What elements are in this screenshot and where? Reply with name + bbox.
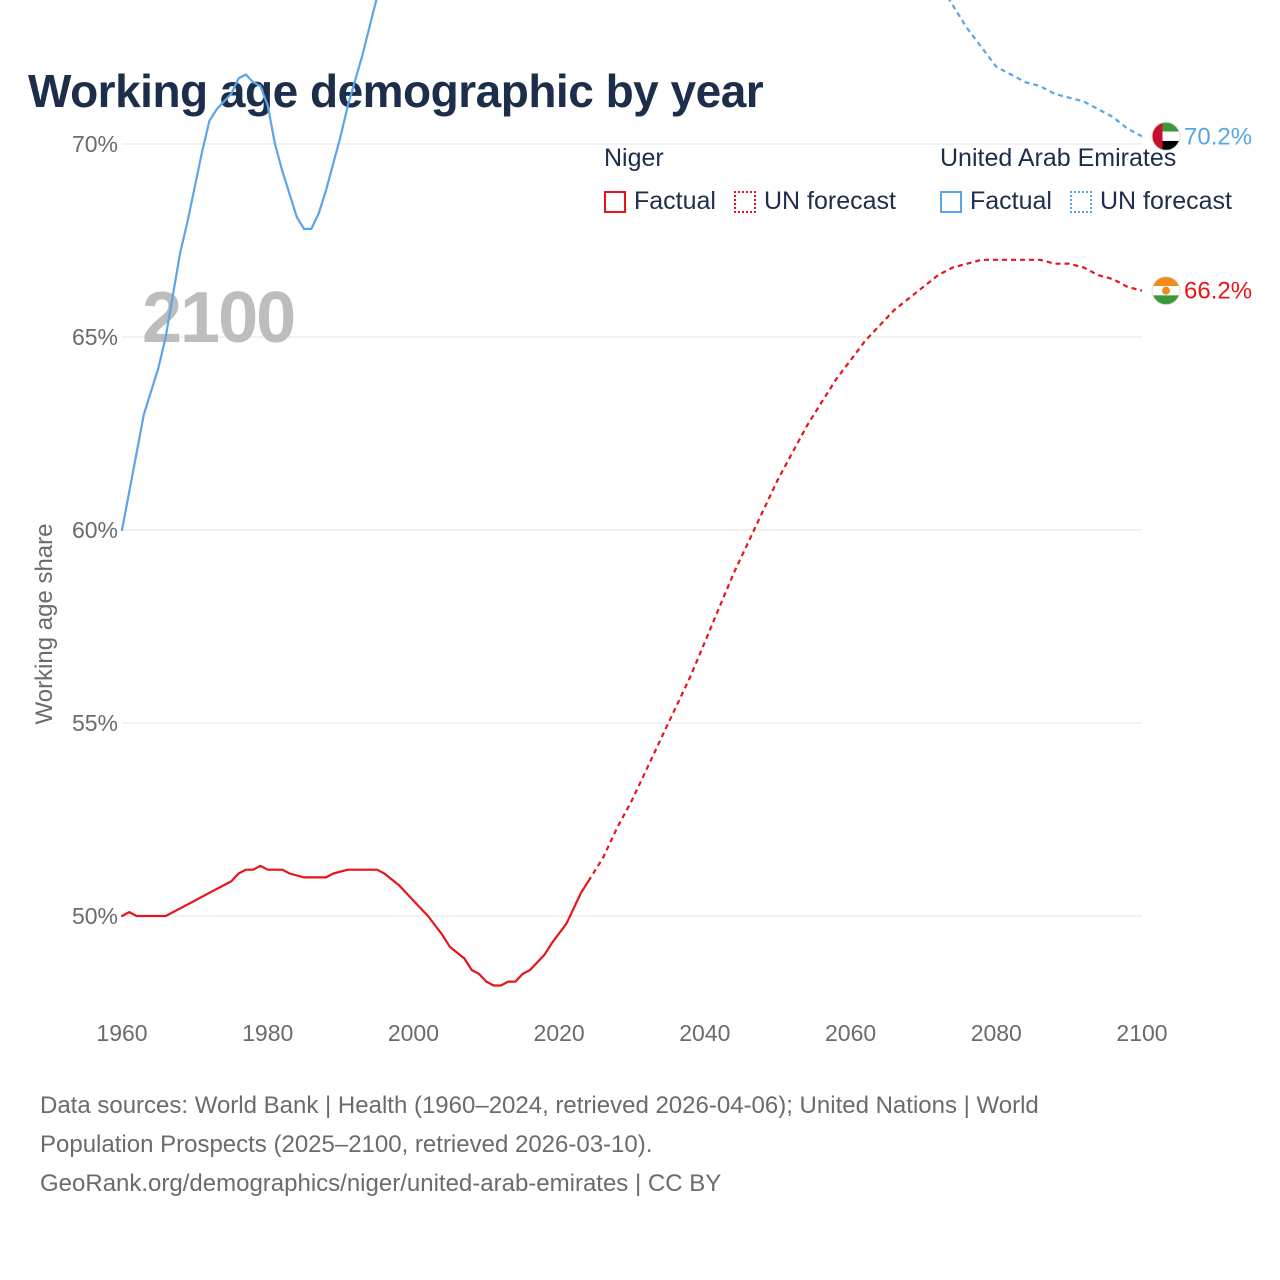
sources-line-1: Data sources: World Bank | Health (1960–… bbox=[40, 1092, 1039, 1119]
legend-niger-name: Niger bbox=[604, 144, 664, 172]
flag-niger-icon bbox=[1152, 276, 1180, 305]
legend-niger-factual-swatch bbox=[604, 190, 626, 213]
legend-niger-forecast[interactable]: UN forecast bbox=[733, 187, 896, 216]
x-tick-label: 2080 bbox=[971, 1020, 1022, 1046]
series-lines bbox=[120, 0, 1143, 987]
y-axis-ticks: 50%55%60%65%70%75%80% bbox=[72, 131, 118, 929]
x-tick-label: 2040 bbox=[679, 1020, 730, 1046]
legend-group-uae: United Arab Emirates Factual UN forecast bbox=[940, 144, 1232, 216]
x-tick-label: 2020 bbox=[534, 1020, 585, 1046]
legend-uae-factual-swatch bbox=[940, 190, 962, 213]
end-flags: 70.2% 66.2% bbox=[1151, 121, 1252, 306]
legend-niger-forecast-label: UN forecast bbox=[763, 187, 896, 215]
flag-uae-icon bbox=[1152, 122, 1180, 151]
legend-niger-factual-label: Factual bbox=[634, 187, 716, 215]
legend-uae-factual[interactable]: Factual bbox=[940, 187, 1052, 216]
x-axis-ticks: 1960 1980 2000 2020 2040 2060 2080 2100 bbox=[96, 1020, 1167, 1046]
y-axis-label: Working age share bbox=[31, 524, 58, 725]
legend-uae-forecast-label: UN forecast bbox=[1099, 187, 1232, 215]
y-tick-label: 70% bbox=[72, 131, 118, 157]
legend-uae-factual-label: Factual bbox=[970, 187, 1052, 215]
x-tick-label: 1980 bbox=[242, 1020, 293, 1046]
year-watermark: 2100 bbox=[142, 278, 294, 358]
y-tick-label: 55% bbox=[72, 710, 118, 736]
legend-niger-forecast-swatch bbox=[733, 190, 756, 213]
series-line-uae-forecast[interactable] bbox=[588, 0, 1143, 138]
series-line-niger-factual[interactable] bbox=[120, 864, 590, 987]
series-line-niger-forecast[interactable] bbox=[587, 258, 1143, 882]
series-line-uae-factual[interactable] bbox=[120, 0, 588, 532]
y-tick-label: 65% bbox=[72, 324, 118, 350]
sources-link[interactable]: GeoRank.org/demographics/niger/united-ar… bbox=[40, 1170, 722, 1197]
legend-niger-factual[interactable]: Factual bbox=[604, 187, 716, 216]
line-chart: 2100 Working age share 50%55%60%65%70%75… bbox=[31, 0, 1252, 1046]
legend-group-niger: Niger Factual UN forecast bbox=[604, 144, 896, 216]
chart-title: Working age demographic by year bbox=[28, 65, 764, 117]
end-value-label-niger: 66.2% bbox=[1184, 278, 1252, 305]
y-tick-label: 60% bbox=[72, 517, 118, 543]
flag-niger-ring bbox=[1151, 276, 1181, 306]
legend-uae-forecast-swatch bbox=[1069, 190, 1092, 213]
sources-line-2: Population Prospects (2025–2100, retriev… bbox=[40, 1131, 653, 1158]
x-tick-label: 2060 bbox=[825, 1020, 876, 1046]
legend-uae-forecast[interactable]: UN forecast bbox=[1069, 187, 1232, 216]
legend-uae-name: United Arab Emirates bbox=[940, 144, 1177, 172]
x-tick-label: 2100 bbox=[1116, 1020, 1167, 1046]
data-sources: Data sources: World Bank | Health (1960–… bbox=[40, 1086, 1220, 1203]
x-tick-label: 1960 bbox=[96, 1020, 147, 1046]
y-tick-label: 50% bbox=[72, 903, 118, 929]
x-tick-label: 2000 bbox=[388, 1020, 439, 1046]
grid-lines bbox=[122, 143, 1142, 917]
flag-uae-ring bbox=[1151, 121, 1181, 151]
end-value-label-uae: 70.2% bbox=[1184, 123, 1252, 150]
